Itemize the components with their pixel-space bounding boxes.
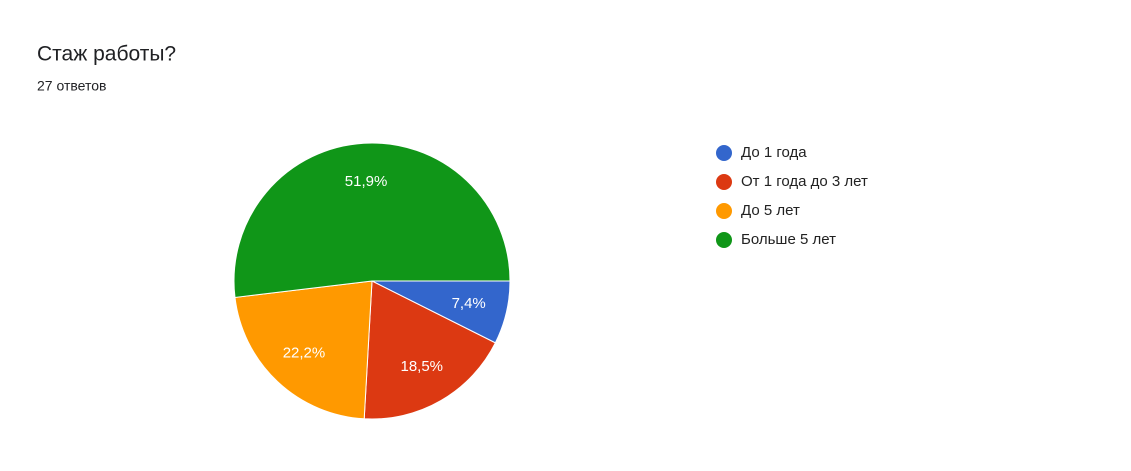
slice-label: 22,2% bbox=[283, 344, 326, 361]
legend-swatch bbox=[716, 174, 732, 190]
legend-label: До 5 лет bbox=[741, 202, 800, 219]
legend-swatch bbox=[716, 145, 732, 161]
slice-label: 7,4% bbox=[452, 295, 486, 312]
pie-slice bbox=[234, 280, 373, 420]
chart-subtitle: 27 ответов bbox=[37, 78, 106, 94]
legend-swatch bbox=[716, 232, 732, 248]
legend-label: До 1 года bbox=[741, 144, 807, 161]
slice-label: 18,5% bbox=[400, 358, 443, 375]
pie-slice bbox=[363, 280, 497, 420]
legend-label: От 1 года до 3 лет bbox=[741, 173, 868, 190]
chart-title: Стаж работы? bbox=[37, 43, 176, 66]
slice-label: 51,9% bbox=[345, 173, 388, 190]
pie-slice bbox=[233, 142, 511, 298]
legend-swatch bbox=[716, 203, 732, 219]
legend-label: Больше 5 лет bbox=[741, 231, 836, 248]
